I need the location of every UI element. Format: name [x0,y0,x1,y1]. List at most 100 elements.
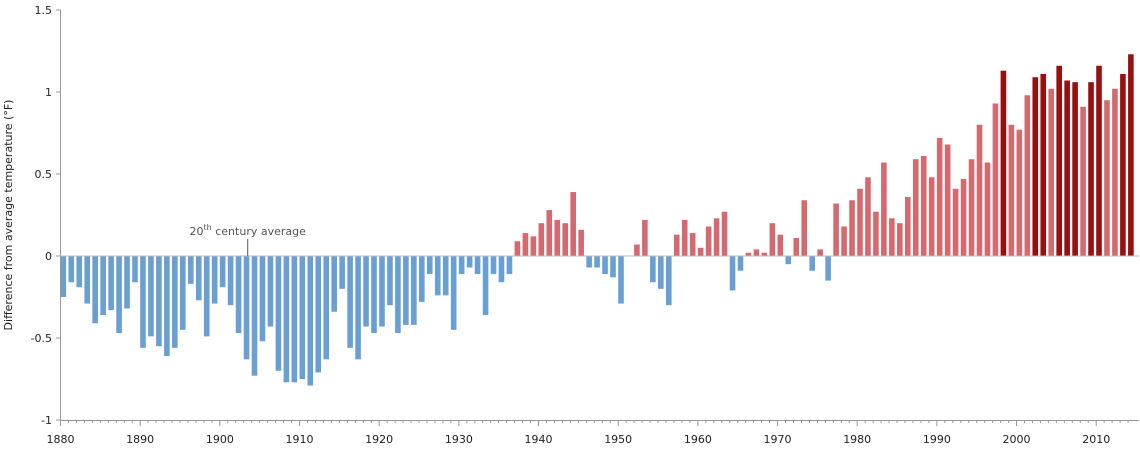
x-tick-label: 2000 [1003,433,1031,446]
bar-1910 [299,256,306,379]
bar-2012 [1112,88,1118,256]
bar-1993 [960,178,967,256]
bar-1988 [920,155,927,256]
bar-1926 [426,256,433,275]
bar-1923 [403,256,409,325]
bar-1922 [395,256,401,334]
bar-1954 [650,256,656,283]
bar-2001 [1024,95,1031,256]
bars-group [60,54,1134,386]
bar-1893 [164,256,170,357]
bar-1890 [140,256,146,348]
bar-1913 [323,256,330,360]
bar-1920 [379,256,385,327]
bar-2003 [1040,73,1047,257]
bar-1930 [458,256,465,275]
x-tick-label: 2010 [1082,433,1110,446]
bar-1948 [602,256,608,275]
bar-1979 [849,200,855,256]
x-tick-label: 1900 [206,433,234,446]
bar-2002 [1032,77,1039,257]
bar-1938 [522,233,529,256]
bar-1957 [673,234,680,256]
y-tick-label: 0 [45,250,52,263]
bar-1970 [777,234,784,256]
bar-2010 [1096,65,1102,256]
x-tick-label: 1930 [445,433,473,446]
bar-1982 [873,211,879,256]
bar-1900 [219,256,226,288]
bar-1991 [944,144,951,256]
bar-1927 [434,256,441,296]
x-tick-label: 1970 [764,433,792,446]
bar-1989 [928,177,935,256]
bar-1937 [514,241,521,256]
bar-1880 [60,256,67,297]
y-axis-title: Difference from average temperature (°F) [2,100,15,331]
bar-1928 [442,256,449,296]
bar-1986 [905,196,911,256]
bar-1958 [681,219,688,256]
bar-1976 [825,256,831,281]
bar-1999 [1008,124,1015,256]
bar-1990 [936,137,943,256]
bar-1959 [689,233,696,256]
bar-1961 [705,226,712,256]
bar-1942 [554,219,561,256]
bar-1933 [482,256,489,316]
bar-1992 [952,188,959,256]
bar-1891 [148,256,154,337]
bar-2007 [1072,82,1078,256]
bar-2011 [1104,100,1110,256]
x-tick-label: 1890 [126,433,154,446]
bar-1947 [594,256,600,268]
bar-1949 [610,256,616,278]
bar-1889 [132,256,138,283]
bar-1905 [259,256,266,342]
bar-1884 [92,256,98,324]
bar-1997 [992,103,999,256]
bar-1899 [211,256,218,304]
y-axis: -1 -0.5 0 0.5 1 1.5 [31,4,61,427]
bar-1978 [841,226,847,256]
bar-2006 [1064,80,1070,257]
bar-1888 [124,256,130,309]
bar-1918 [363,256,369,327]
bar-1950 [618,256,624,304]
bar-1968 [761,252,768,256]
bar-2013 [1120,73,1126,257]
bar-1987 [912,159,919,256]
annotation-label: 20th century average [190,223,307,238]
bar-1892 [156,256,162,347]
bar-1971 [785,256,792,265]
bar-1956 [665,256,672,306]
bar-1994 [968,159,975,256]
bar-1998 [1000,70,1007,257]
x-axis: 1880 1890 1900 1910 1920 1930 1940 1950 1960 1970… [47,420,1139,446]
bar-1919 [371,256,377,334]
bar-1921 [387,256,393,306]
bar-1883 [84,256,90,304]
annotation-base: 20 [190,225,204,238]
bar-1917 [355,256,361,360]
bar-1925 [419,256,425,302]
bar-1939 [530,236,537,256]
bar-1929 [450,256,457,330]
y-tick-label: 1 [45,86,52,99]
bar-1903 [243,256,250,360]
bar-1895 [180,256,186,330]
x-tick-label: 1940 [525,433,553,446]
bar-1907 [275,256,282,371]
bar-1984 [889,218,895,256]
bar-1962 [713,218,720,256]
bar-1882 [76,256,83,288]
x-tick-label: 1880 [47,433,75,446]
y-tick-label: 0.5 [35,168,53,181]
bar-2008 [1080,106,1086,256]
century-average-annotation: 20th century average [190,223,307,256]
x-tick-label: 1920 [365,433,393,446]
bar-1894 [172,256,178,348]
x-tick-label: 1950 [604,433,632,446]
bar-1904 [251,256,258,376]
